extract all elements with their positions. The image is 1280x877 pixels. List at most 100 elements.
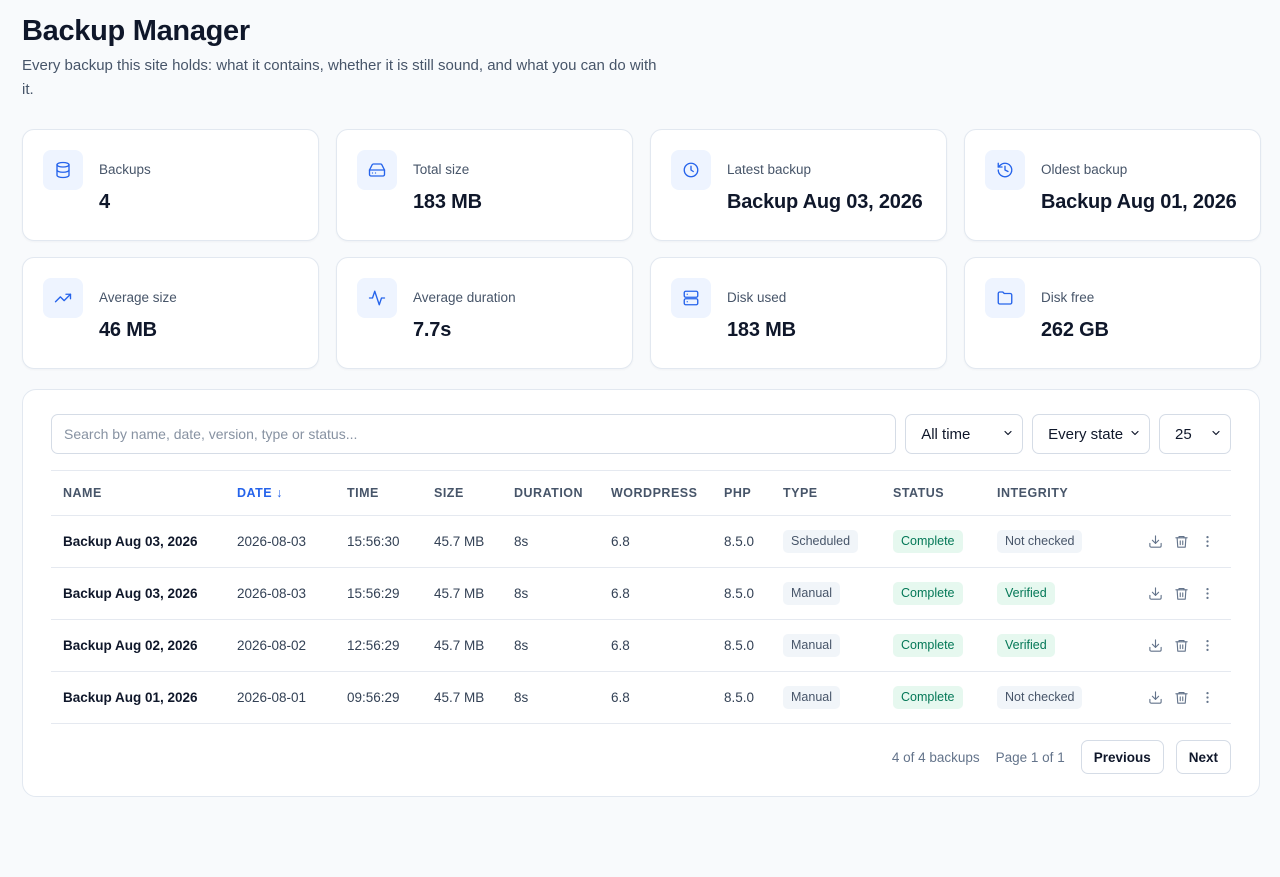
hard-drive-icon <box>357 150 397 190</box>
trash-icon[interactable] <box>1173 534 1189 550</box>
backups-table: NAME DATE ↓ TIME SIZE DURATION WORDPRESS… <box>51 470 1231 724</box>
cell-name: Backup Aug 03, 2026 <box>51 567 225 620</box>
column-header-time[interactable]: TIME <box>335 470 422 516</box>
next-button[interactable]: Next <box>1175 740 1231 774</box>
trending-up-icon <box>43 278 83 318</box>
previous-button[interactable]: Previous <box>1080 740 1164 774</box>
integrity-badge: Verified <box>997 634 1055 657</box>
type-badge: Manual <box>783 686 840 709</box>
cell-type: Manual <box>771 567 881 620</box>
cell-size: 45.7 MB <box>422 515 502 568</box>
status-badge: Complete <box>893 686 963 709</box>
cell-actions <box>1125 567 1231 620</box>
page-size-value: 25 <box>1175 425 1192 443</box>
stat-card-disk-used: Disk used 183 MB <box>650 257 947 369</box>
column-header-size[interactable]: SIZE <box>422 470 502 516</box>
column-header-integrity[interactable]: INTEGRITY <box>985 470 1125 516</box>
cell-integrity: Not checked <box>985 671 1125 724</box>
cell-duration: 8s <box>502 671 599 724</box>
cell-time: 15:56:29 <box>335 567 422 620</box>
stat-card-disk-free: Disk free 262 GB <box>964 257 1261 369</box>
trash-icon[interactable] <box>1173 638 1189 654</box>
state-value: Every state <box>1048 425 1124 443</box>
integrity-badge: Not checked <box>997 530 1083 553</box>
cell-integrity: Not checked <box>985 515 1125 568</box>
stat-value: Backup Aug 01, 2026 <box>1041 191 1237 213</box>
cell-type: Scheduled <box>771 515 881 568</box>
table-row[interactable]: Backup Aug 02, 2026 2026-08-02 12:56:29 … <box>51 619 1231 672</box>
table-row[interactable]: Backup Aug 03, 2026 2026-08-03 15:56:30 … <box>51 515 1231 568</box>
column-header-date[interactable]: DATE ↓ <box>225 470 335 516</box>
column-header-actions <box>1125 470 1231 516</box>
page-title: Backup Manager <box>22 15 250 47</box>
cell-name: Backup Aug 01, 2026 <box>51 671 225 724</box>
more-vertical-icon[interactable] <box>1199 586 1215 602</box>
column-header-status[interactable]: STATUS <box>881 470 985 516</box>
trash-icon[interactable] <box>1173 586 1189 602</box>
pagination: 4 of 4 backups Page 1 of 1 Previous Next <box>51 740 1231 774</box>
database-icon <box>43 150 83 190</box>
search-input[interactable] <box>51 414 897 454</box>
cell-size: 45.7 MB <box>422 619 502 672</box>
table-row[interactable]: Backup Aug 03, 2026 2026-08-03 15:56:29 … <box>51 567 1231 620</box>
stat-value: 4 <box>99 191 110 213</box>
status-badge: Complete <box>893 530 963 553</box>
more-vertical-icon[interactable] <box>1199 638 1215 654</box>
cell-status: Complete <box>881 619 985 672</box>
cell-time: 12:56:29 <box>335 619 422 672</box>
download-icon[interactable] <box>1147 690 1163 706</box>
column-header-wordpress[interactable]: WORDPRESS <box>599 470 712 516</box>
stat-value: 183 MB <box>413 191 482 213</box>
cell-size: 45.7 MB <box>422 671 502 724</box>
stat-label: Average size <box>99 290 177 305</box>
more-vertical-icon[interactable] <box>1199 534 1215 550</box>
page-size-select[interactable]: 25 <box>1159 414 1231 454</box>
stat-value: Backup Aug 03, 2026 <box>727 191 923 213</box>
download-icon[interactable] <box>1147 638 1163 654</box>
chevron-down-icon <box>1002 426 1014 443</box>
cell-actions <box>1125 671 1231 724</box>
cell-actions <box>1125 515 1231 568</box>
cell-status: Complete <box>881 671 985 724</box>
cell-date: 2026-08-03 <box>225 515 335 568</box>
cell-time: 09:56:29 <box>335 671 422 724</box>
column-header-type[interactable]: TYPE <box>771 470 881 516</box>
status-badge: Complete <box>893 634 963 657</box>
more-vertical-icon[interactable] <box>1199 690 1215 706</box>
server-icon <box>671 278 711 318</box>
stat-card-average-size: Average size 46 MB <box>22 257 319 369</box>
time-range-value: All time <box>921 425 971 443</box>
page-subtitle: Every backup this site holds: what it co… <box>22 57 657 98</box>
cell-size: 45.7 MB <box>422 567 502 620</box>
backups-panel: All time Every state 25 NAME DATE <box>22 389 1260 797</box>
stat-value: 262 GB <box>1041 319 1109 341</box>
table-row[interactable]: Backup Aug 01, 2026 2026-08-01 09:56:29 … <box>51 671 1231 724</box>
cell-wordpress: 6.8 <box>599 671 712 724</box>
time-range-select[interactable]: All time <box>905 414 1024 454</box>
cell-php: 8.5.0 <box>712 567 771 620</box>
stat-card-oldest-backup: Oldest backup Backup Aug 01, 2026 <box>964 129 1261 241</box>
stat-value: 183 MB <box>727 319 796 341</box>
integrity-badge: Verified <box>997 582 1055 605</box>
state-select[interactable]: Every state <box>1032 414 1151 454</box>
download-icon[interactable] <box>1147 534 1163 550</box>
column-header-name[interactable]: NAME <box>51 470 225 516</box>
stat-card-latest-backup: Latest backup Backup Aug 03, 2026 <box>650 129 947 241</box>
stat-value: 7.7s <box>413 319 452 341</box>
history-icon <box>985 150 1025 190</box>
column-header-duration[interactable]: DURATION <box>502 470 599 516</box>
cell-duration: 8s <box>502 567 599 620</box>
stat-value: 46 MB <box>99 319 157 341</box>
result-count: 4 of 4 backups <box>891 749 980 765</box>
activity-icon <box>357 278 397 318</box>
cell-name: Backup Aug 03, 2026 <box>51 515 225 568</box>
trash-icon[interactable] <box>1173 690 1189 706</box>
download-icon[interactable] <box>1147 586 1163 602</box>
cell-wordpress: 6.8 <box>599 515 712 568</box>
type-badge: Scheduled <box>783 530 859 553</box>
stat-label: Disk free <box>1041 290 1095 305</box>
column-header-php[interactable]: PHP <box>712 470 771 516</box>
type-badge: Manual <box>783 582 840 605</box>
cell-type: Manual <box>771 619 881 672</box>
cell-date: 2026-08-02 <box>225 619 335 672</box>
